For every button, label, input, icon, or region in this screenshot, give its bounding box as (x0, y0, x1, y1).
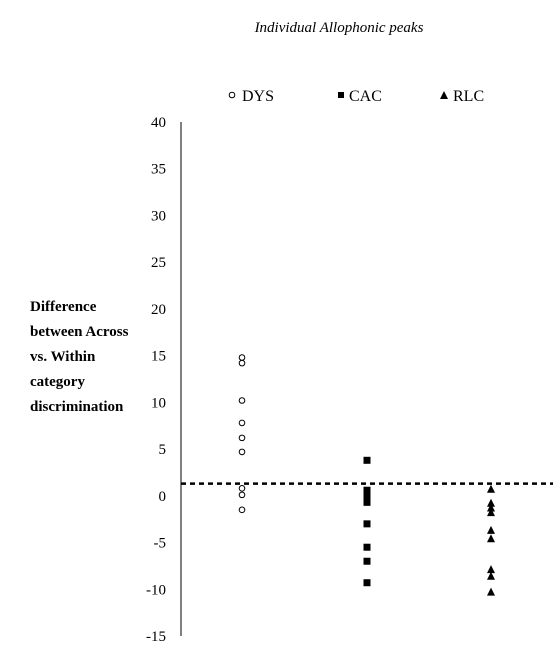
data-point-dys (238, 448, 246, 456)
data-point-dys (238, 434, 246, 442)
legend-cac-label: CAC (349, 88, 382, 105)
legend-dys-marker (228, 91, 236, 99)
data-point-cac (363, 486, 371, 494)
data-point-rlc (487, 503, 495, 512)
legend: DYS CAC RLC (228, 88, 484, 105)
data-point-dys (238, 419, 246, 427)
data-point-dys (238, 354, 246, 361)
legend-rlc-label: RLC (453, 88, 484, 105)
y-axis-label-line-5: discrimination (30, 399, 124, 415)
y-tick-label: 20 (151, 302, 166, 318)
y-tick-label: 25 (151, 255, 166, 271)
y-axis-label-line-4: category (30, 374, 85, 390)
data-point-dys (238, 491, 246, 499)
data-point-cac (363, 490, 371, 498)
y-tick-label: -5 (154, 536, 167, 552)
y-tick-label: -10 (146, 582, 166, 598)
data-point-dys (238, 485, 246, 492)
y-tick-label: 5 (159, 442, 167, 458)
data-point-rlc (487, 534, 495, 543)
y-axis-label-line-2: between Across (30, 324, 129, 340)
data-point-rlc (487, 508, 495, 517)
y-axis-label: Difference between Across vs. Within cat… (30, 299, 129, 415)
data-point-cac (363, 543, 371, 551)
data-point-rlc (487, 587, 495, 596)
y-tick-label: 35 (151, 162, 166, 178)
data-point-rlc (487, 498, 495, 507)
legend-cac-marker (338, 92, 344, 98)
data-point-rlc (487, 565, 495, 574)
data-point-dys (238, 359, 246, 367)
y-axis-label-line-1: Difference (30, 299, 97, 315)
y-axis-ticks: 40 35 30 25 20 15 10 5 0 -5 -10 -15 (146, 115, 166, 645)
data-point-dys (238, 506, 246, 514)
y-tick-label: 0 (159, 489, 167, 505)
y-axis-label-line-3: vs. Within (30, 349, 96, 365)
chart-title: Individual Allophonic peaks (254, 20, 424, 36)
data-point-dys (238, 397, 246, 404)
y-tick-label: 40 (151, 115, 166, 131)
data-point-rlc (487, 571, 495, 580)
data-point-cac (363, 520, 371, 528)
data-point-cac (363, 557, 371, 565)
y-tick-label: 15 (151, 349, 166, 365)
y-tick-label: 10 (151, 395, 166, 411)
legend-dys-label: DYS (242, 88, 274, 105)
data-point-cac (363, 579, 371, 587)
data-point-rlc (487, 484, 495, 493)
legend-rlc-marker (440, 91, 448, 99)
data-point-cac (363, 498, 371, 506)
y-tick-label: 30 (151, 208, 166, 224)
data-point-rlc (487, 525, 495, 534)
data-points (238, 354, 495, 596)
data-point-cac (363, 456, 371, 464)
y-tick-label: -15 (146, 629, 166, 645)
